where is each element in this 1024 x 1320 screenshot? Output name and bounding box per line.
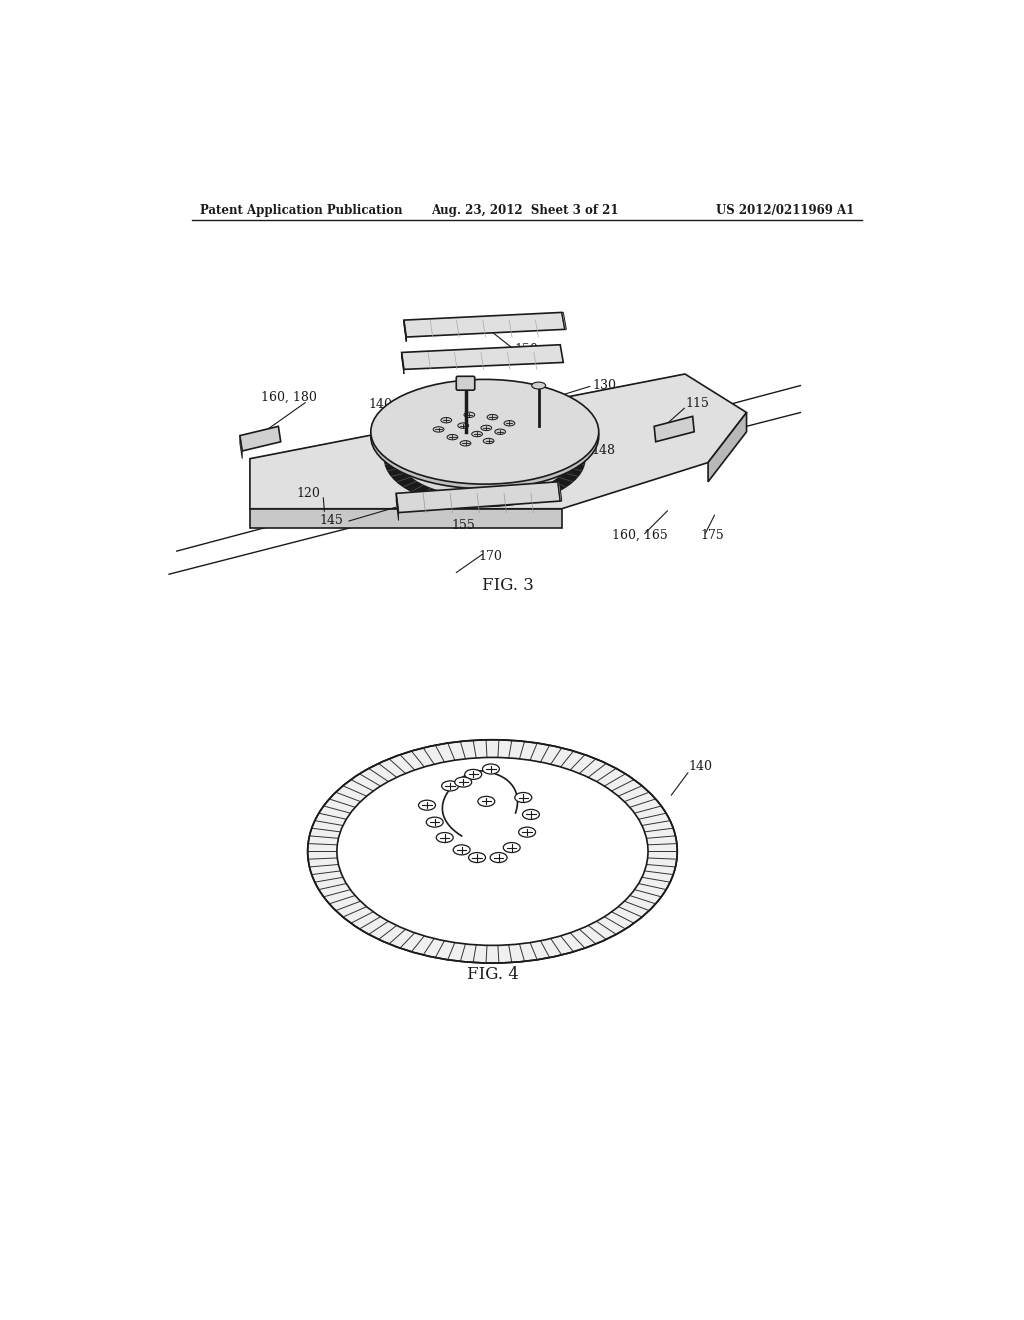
Polygon shape: [250, 508, 562, 528]
Text: 175: 175: [700, 529, 724, 543]
Ellipse shape: [419, 800, 435, 810]
Ellipse shape: [465, 770, 481, 779]
Text: Aug. 23, 2012  Sheet 3 of 21: Aug. 23, 2012 Sheet 3 of 21: [431, 205, 618, 218]
Ellipse shape: [482, 764, 500, 774]
Text: US 2012/0211969 A1: US 2012/0211969 A1: [716, 205, 854, 218]
Ellipse shape: [371, 384, 599, 488]
Ellipse shape: [436, 833, 454, 842]
Polygon shape: [396, 494, 398, 520]
Ellipse shape: [472, 432, 482, 437]
Ellipse shape: [469, 853, 485, 862]
Ellipse shape: [454, 845, 470, 855]
Ellipse shape: [371, 379, 599, 484]
Ellipse shape: [518, 828, 536, 837]
Text: 160, 165: 160, 165: [611, 529, 668, 543]
Polygon shape: [396, 482, 560, 512]
Text: 115: 115: [685, 397, 709, 409]
Ellipse shape: [458, 422, 469, 428]
Ellipse shape: [307, 739, 677, 964]
Polygon shape: [403, 313, 565, 337]
Ellipse shape: [490, 853, 507, 862]
Ellipse shape: [478, 796, 495, 807]
Text: 150: 150: [514, 343, 538, 356]
Ellipse shape: [385, 411, 585, 507]
Polygon shape: [250, 374, 746, 508]
Ellipse shape: [495, 429, 506, 434]
Polygon shape: [240, 426, 281, 451]
Ellipse shape: [504, 421, 515, 426]
Ellipse shape: [447, 434, 458, 440]
Ellipse shape: [503, 842, 520, 853]
Polygon shape: [558, 482, 562, 502]
Text: 148: 148: [591, 445, 615, 458]
Text: 130: 130: [412, 391, 435, 404]
Text: 160, 180: 160, 180: [261, 391, 317, 404]
Ellipse shape: [426, 817, 443, 828]
Ellipse shape: [433, 426, 444, 432]
Ellipse shape: [483, 438, 494, 444]
Polygon shape: [401, 352, 403, 374]
Ellipse shape: [522, 809, 540, 820]
Text: FIG. 3: FIG. 3: [482, 577, 534, 594]
Ellipse shape: [460, 441, 471, 446]
Text: 120: 120: [296, 487, 319, 500]
Ellipse shape: [487, 414, 498, 420]
Text: 155: 155: [452, 519, 475, 532]
Text: 145: 145: [319, 513, 343, 527]
Text: FIG. 4: FIG. 4: [467, 966, 518, 983]
Ellipse shape: [464, 412, 475, 417]
Text: 145: 145: [488, 814, 512, 828]
Polygon shape: [654, 416, 694, 442]
Text: 140: 140: [689, 760, 713, 774]
Text: 140: 140: [369, 399, 392, 412]
Polygon shape: [708, 412, 746, 482]
Ellipse shape: [441, 781, 459, 791]
Ellipse shape: [481, 425, 492, 430]
Ellipse shape: [455, 777, 472, 787]
Ellipse shape: [531, 381, 546, 389]
Ellipse shape: [400, 420, 569, 498]
Polygon shape: [403, 321, 407, 342]
Polygon shape: [401, 345, 563, 370]
Text: Patent Application Publication: Patent Application Publication: [200, 205, 402, 218]
Text: 170: 170: [478, 549, 502, 562]
Text: 130: 130: [593, 379, 616, 392]
Ellipse shape: [515, 792, 531, 803]
FancyBboxPatch shape: [457, 376, 475, 391]
Polygon shape: [240, 436, 243, 459]
Ellipse shape: [337, 758, 648, 945]
Ellipse shape: [441, 417, 452, 422]
Polygon shape: [562, 313, 566, 330]
